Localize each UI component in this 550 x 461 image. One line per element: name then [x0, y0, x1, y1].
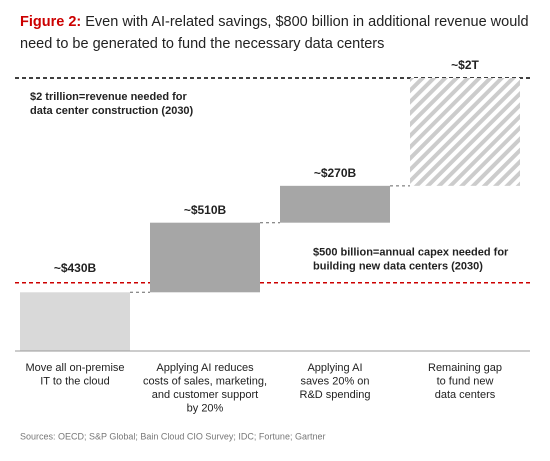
x-tick-label: IT to the cloud [40, 375, 110, 387]
x-tick-label: saves 20% on [300, 375, 369, 387]
reference-label: building new data centers (2030) [313, 261, 483, 273]
x-tick-label: Applying AI [307, 362, 362, 374]
value-label: ~$270B [314, 166, 357, 180]
x-tick-label: data centers [435, 389, 496, 401]
x-tick-label: and customer support [152, 389, 258, 401]
bar [280, 185, 390, 223]
bar [20, 292, 130, 351]
x-tick-label: Remaining gap [428, 362, 502, 374]
source: Sources: OECD; S&P Global; Bain Cloud CI… [20, 431, 325, 441]
x-tick-label: R&D spending [300, 389, 371, 401]
title-line: need to be generated to fund the necessa… [20, 36, 384, 52]
x-tick-label: Move all on-premise [25, 362, 124, 374]
value-label: ~$510B [184, 203, 227, 217]
reference-label: data center construction (2030) [30, 105, 194, 117]
value-label: ~$430B [54, 261, 97, 275]
x-tick-label: costs of sales, marketing, [143, 375, 267, 387]
x-tick-label: by 20% [187, 402, 224, 414]
x-tick-label: to fund new [437, 375, 494, 387]
bar [410, 78, 520, 186]
bar [150, 222, 260, 293]
x-tick-label: Applying AI reduces [156, 362, 254, 374]
reference-label: $500 billion=annual capex needed for [313, 247, 509, 259]
reference-label: $2 trillion=revenue needed for [30, 91, 188, 103]
chart-title: Figure 2: Even with AI-related savings, $… [20, 14, 529, 30]
title-label: Figure 2: [20, 14, 81, 30]
reference-value-label: ~$2T [451, 58, 479, 72]
title-line: Even with AI-related savings, $800 billi… [85, 14, 528, 30]
